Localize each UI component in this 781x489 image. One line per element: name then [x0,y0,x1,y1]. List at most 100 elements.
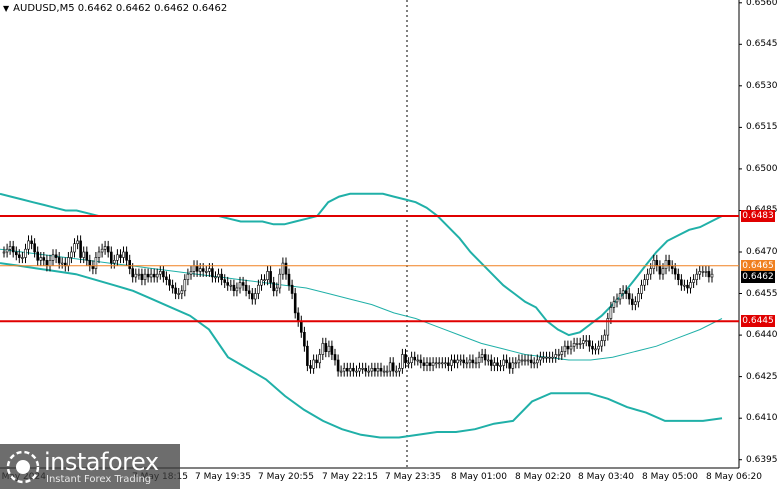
candle-body [471,359,475,364]
candle-body [85,251,89,261]
candle-body [606,318,610,336]
candle-body [477,356,481,364]
candle-body [186,273,190,281]
candle-body [404,354,407,364]
x-tick-label: 8 May 01:00 [451,472,507,482]
candle-body [223,279,226,283]
candle-body [514,362,518,365]
candle-body [394,370,398,373]
support-price-tag: 0.6445 [741,315,775,328]
candle-body [655,259,659,267]
candle-body [208,268,211,272]
y-tick-label: 0.6545 [746,39,778,50]
candle-body [8,246,12,250]
bollinger-middle-line [0,248,723,361]
candle-body [211,268,214,278]
candle-body [603,334,607,341]
candle-body [532,362,536,365]
candle-body [707,271,711,278]
candle-body [376,367,380,372]
x-tick-label: 7 May 20:55 [258,472,314,482]
candle-body [447,362,450,366]
candle-body [177,293,180,295]
candle-body [254,293,257,300]
candle-body [640,284,643,294]
candle-body [422,362,426,366]
candle-body [419,359,423,364]
candle-body [70,251,73,258]
candle-body [358,367,361,372]
candle-body [171,284,174,289]
candle-body [486,359,490,362]
candle-body [627,293,631,300]
y-tick-label: 0.6500 [746,163,778,174]
candle-body [554,354,558,358]
candle-body [637,293,640,303]
x-tick-label: 7 May 22:15 [322,472,378,482]
candle-body [303,331,306,347]
logo-brand: instaforex [44,448,159,476]
candle-body [649,268,653,275]
candle-body [299,320,303,333]
candle-body [698,271,702,275]
candle-body [24,248,27,258]
candle-body [11,246,15,253]
candle-body [306,345,309,366]
candle-body [701,271,705,273]
candle-body [710,273,714,278]
y-tick-label: 0.6530 [746,80,778,91]
resistance-price-tag: 0.6483 [741,210,775,222]
candle-body [600,340,604,347]
candle-body [584,340,588,342]
candle-body [680,279,683,286]
candle-body [345,367,349,372]
candle-body [428,362,432,366]
candle-body [661,268,665,275]
triangle-down-icon[interactable]: ▼ [3,4,10,13]
candle-body [456,359,459,364]
candle-body [578,343,582,345]
candle-body [502,359,505,366]
candle-body [290,284,294,294]
candle-body [348,367,352,372]
candle-body [57,257,61,264]
candle-body [296,312,300,322]
candle-body [618,293,622,300]
candle-body [251,293,254,300]
candle-body [155,273,159,278]
candle-body [597,345,600,350]
candle-body [321,343,325,355]
candle-body [330,345,334,355]
candle-body [226,282,229,286]
candle-body [122,251,125,258]
candle-body [214,276,217,279]
candle-body [205,271,208,273]
y-tick-label: 0.6560 [746,0,778,8]
candle-body [315,359,318,364]
candle-body [103,246,107,250]
candle-body [312,359,315,369]
candle-body [51,254,55,261]
candle-body [591,345,594,350]
candle-body [560,351,564,355]
candle-body [557,354,561,356]
x-tick-label: 8 May 06:20 [706,472,762,482]
candle-body [673,268,677,275]
candle-body [33,243,36,253]
candle-body [15,251,18,256]
instaforex-logo: instaforex Instant Forex Trading [0,444,180,489]
candle-body [97,251,101,258]
y-tick-label: 0.6455 [746,288,778,299]
candle-body [388,362,392,372]
candle-body [168,279,171,286]
x-tick-label: 7 May 19:35 [195,472,251,482]
candle-body [94,257,98,269]
candle-body [309,365,312,369]
candle-body [683,284,686,287]
candle-body [287,273,291,286]
candle-body [324,343,328,352]
candle-body [548,356,551,359]
candle-body [60,262,64,265]
